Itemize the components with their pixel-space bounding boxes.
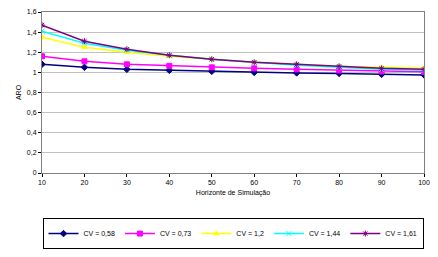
svg-text:1,2: 1,2 xyxy=(27,49,37,56)
svg-text:1: 1 xyxy=(33,69,37,76)
svg-text:CV = 1,2: CV = 1,2 xyxy=(236,230,264,237)
svg-text:10: 10 xyxy=(38,179,46,186)
svg-text:20: 20 xyxy=(81,179,89,186)
svg-text:80: 80 xyxy=(335,179,343,186)
svg-text:70: 70 xyxy=(293,179,301,186)
svg-text:1,6: 1,6 xyxy=(27,8,37,15)
svg-text:CV = 1,61: CV = 1,61 xyxy=(385,230,416,237)
svg-text:30: 30 xyxy=(123,179,131,186)
svg-text:0,6: 0,6 xyxy=(27,109,37,116)
svg-text:1,4: 1,4 xyxy=(27,29,37,36)
svg-text:0,4: 0,4 xyxy=(27,129,37,136)
svg-text:0,8: 0,8 xyxy=(27,89,37,96)
svg-text:100: 100 xyxy=(418,179,430,186)
svg-text:CV = 0,58: CV = 0,58 xyxy=(84,230,115,237)
svg-text:ARO: ARO xyxy=(15,84,22,100)
svg-text:0,2: 0,2 xyxy=(27,149,37,156)
svg-text:0: 0 xyxy=(33,169,37,176)
svg-text:40: 40 xyxy=(165,179,173,186)
svg-text:90: 90 xyxy=(378,179,386,186)
svg-text:60: 60 xyxy=(250,179,258,186)
svg-text:Horizonte de Simulação: Horizonte de Simulação xyxy=(196,189,270,197)
svg-text:CV = 1,44: CV = 1,44 xyxy=(309,230,340,237)
svg-text:CV = 0,73: CV = 0,73 xyxy=(160,230,191,237)
svg-text:50: 50 xyxy=(208,179,216,186)
